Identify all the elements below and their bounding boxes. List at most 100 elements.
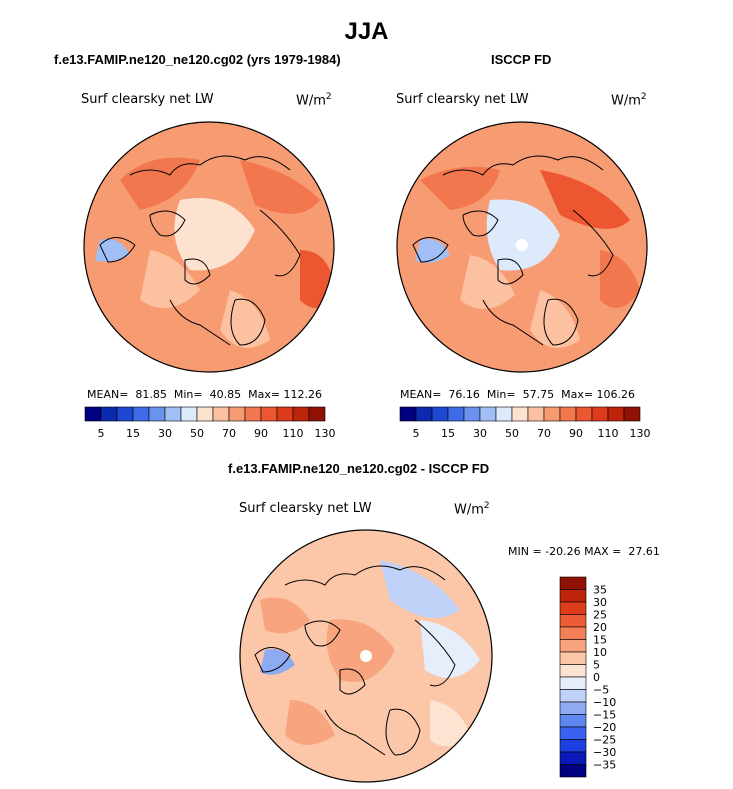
panel3-colorbar-swatch (559, 651, 587, 665)
panel3-colorbar-swatch (559, 626, 587, 640)
panel3-base (240, 530, 492, 782)
panel3-colorbar-tick-label: −15 (593, 709, 616, 722)
panel1-colorbar-swatch (148, 406, 166, 422)
panel3-field (240, 530, 492, 782)
panel3-colorbar-swatch (559, 689, 587, 703)
panel3-colorbar-tick-label: −10 (593, 696, 616, 709)
panel1-colorbar-swatch (116, 406, 134, 422)
panel3-colorbar-tick-label: −35 (593, 759, 616, 772)
panel3-region-canada (285, 700, 335, 745)
panel2-region-siberia (540, 170, 630, 229)
panel1-colorbar-tick-label: 110 (283, 427, 304, 440)
panel2-units-label: W/m2 (611, 92, 647, 109)
panel3-colorbar-tick-label: 5 (593, 659, 600, 672)
panel3-colorbar-tick-label: −5 (593, 684, 609, 697)
panel1-title: f.e13.FAMIP.ne120_ne120.cg02 (yrs 1979-1… (54, 52, 341, 67)
panel2-colorbar-swatch (511, 406, 529, 422)
panel2-colorbar-swatch (399, 406, 417, 422)
panel3-region-pole (326, 619, 395, 682)
panel1-colorbar-swatch (244, 406, 262, 422)
panel2-colorbar-tick-label: 110 (598, 427, 619, 440)
panel2-colorbar-swatch (575, 406, 593, 422)
panel2-colorbar-swatch (623, 406, 641, 422)
panel3-region-siberia (380, 560, 460, 618)
panel1-colorbar-tick-label: 70 (222, 427, 236, 440)
panel1-colorbar-swatch (292, 406, 310, 422)
panel3-colorbar-swatch (559, 664, 587, 678)
panel1-colorbar-swatch (180, 406, 198, 422)
panel2-coastlines (412, 155, 614, 346)
panel3-variable-label: Surf clearsky net LW (239, 501, 372, 516)
panel1-units-label: W/m2 (296, 92, 332, 109)
panel1-colorbar: 5 15 30 50 70 90 110 130 (84, 406, 336, 440)
panel2-colorbar-swatch (607, 406, 625, 422)
panel2-colorbar-tick-label: 50 (505, 427, 519, 440)
panel3-colorbar-swatch (559, 576, 587, 590)
panel1-region-greenland (220, 290, 270, 348)
panel2-colorbar-swatch (415, 406, 433, 422)
panel1-colorbar-tick-label: 50 (190, 427, 204, 440)
panel2-region-europe (600, 250, 640, 308)
panel3-colorbar-swatch (559, 614, 587, 628)
panel3-colorbar-tick-label: 25 (593, 609, 607, 622)
panel3-colorbar-tick-label: −25 (593, 734, 616, 747)
panel3-colorbar-swatch (559, 726, 587, 740)
panel1-colorbar-swatch (132, 406, 150, 422)
panel2-field (397, 122, 647, 372)
panel2-colorbar-swatch (431, 406, 449, 422)
panel3-colorbar-tick-label: −20 (593, 721, 616, 734)
panel1-colorbar-tick-label: 5 (98, 427, 105, 440)
panel1-colorbar-swatch (308, 406, 326, 422)
panel2-base (397, 122, 647, 372)
panel2-border (396, 121, 648, 373)
panel2-colorbar-swatch (591, 406, 609, 422)
panel3-colorbar-tick-label: 20 (593, 621, 607, 634)
panel1-colorbar-swatch (212, 406, 230, 422)
panel2-title: ISCCP FD (491, 52, 552, 67)
panel2-colorbar-tick-label: 30 (473, 427, 487, 440)
panel1-colorbar-tick-label: 130 (315, 427, 336, 440)
panel2-colorbar-tick-label: 90 (569, 427, 583, 440)
panel3-colorbar-swatch (559, 764, 587, 778)
panel1-colorbar-swatch (276, 406, 294, 422)
panel3-colorbar-tick-label: 0 (593, 671, 600, 684)
panel2-colorbar-swatch (559, 406, 577, 422)
figure-title: JJA (344, 18, 389, 45)
panel2-stats: MEAN= 76.16 Min= 57.75 Max= 106.26 (400, 388, 636, 401)
panel3-region-eurasia (260, 597, 310, 634)
panel2-region-hudson (415, 239, 450, 264)
panel1-stats: MEAN= 81.85 Min= 40.85 Max= 112.26 (87, 388, 323, 401)
panel1-region-eurasia (120, 157, 200, 210)
panel2-colorbar-tick-label: 70 (537, 427, 551, 440)
panel2-colorbar-swatch (495, 406, 513, 422)
panel1-border (83, 121, 335, 373)
panel2-colorbar-swatch (463, 406, 481, 422)
panel1-region-canada (140, 250, 200, 308)
panel3-region-europe (430, 700, 470, 747)
panel1-colorbar-swatch (84, 406, 102, 422)
panel3-colorbar-tick-label: 35 (593, 584, 607, 597)
panel3-colorbar-swatch (559, 589, 587, 603)
panel1-base (84, 122, 334, 372)
panel3-colorbar-swatch (559, 701, 587, 715)
panel3-colorbar-tick-label: 15 (593, 634, 607, 647)
panel2-colorbar-swatch (543, 406, 561, 422)
panel3-region-hudson (260, 649, 295, 675)
panel1-variable-label: Surf clearsky net LW (81, 92, 214, 107)
panel1-colorbar-tick-label: 30 (158, 427, 172, 440)
panel1-region-arctic (174, 198, 255, 271)
panel2-colorbar-tick-label: 130 (630, 427, 651, 440)
panel2-region-greenland (530, 290, 580, 348)
panel1-colorbar-tick-label: 15 (126, 427, 140, 440)
panel3-title: f.e13.FAMIP.ne120_ne120.cg02 - ISCCP FD (228, 461, 490, 476)
panel3-stats: MIN = -20.26 MAX = 27.61 (508, 545, 660, 558)
panel2-pole-mask (516, 239, 528, 251)
panel3-colorbar-tick-label: −30 (593, 746, 616, 759)
panel1-field (84, 122, 334, 372)
panel3-colorbar-swatch (559, 676, 587, 690)
panel1-colorbar-swatch (228, 406, 246, 422)
panel1-colorbar-swatch (164, 406, 182, 422)
panel3-region-arctic-east (420, 620, 480, 678)
panel2-colorbar-tick-label: 5 (413, 427, 420, 440)
